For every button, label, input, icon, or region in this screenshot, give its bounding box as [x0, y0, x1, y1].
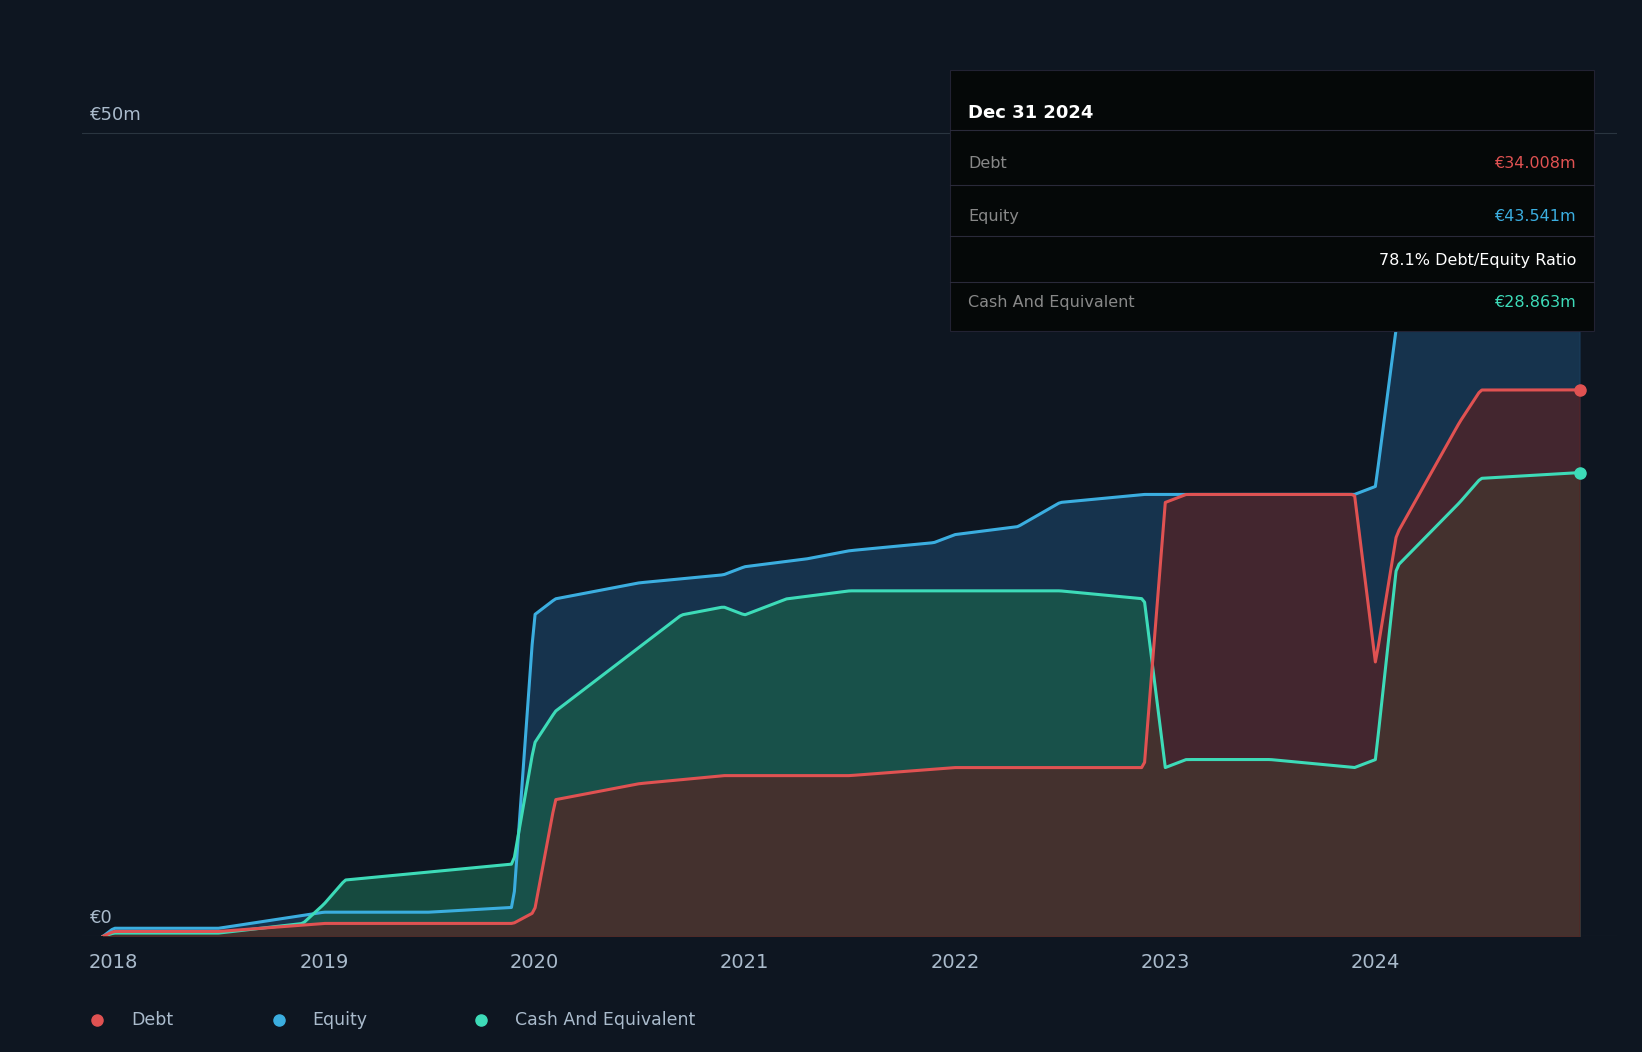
Text: Cash And Equivalent: Cash And Equivalent	[516, 1011, 695, 1029]
Text: €34.008m: €34.008m	[1494, 156, 1576, 170]
Text: Equity: Equity	[312, 1011, 368, 1029]
Text: 78.1% Debt/Equity Ratio: 78.1% Debt/Equity Ratio	[1379, 252, 1576, 268]
Text: €0: €0	[90, 909, 113, 928]
Text: €43.541m: €43.541m	[1494, 208, 1576, 224]
Text: Debt: Debt	[967, 156, 1007, 170]
Text: €50m: €50m	[90, 106, 141, 124]
Text: Cash And Equivalent: Cash And Equivalent	[967, 296, 1135, 310]
Text: Equity: Equity	[967, 208, 1018, 224]
Text: Debt: Debt	[131, 1011, 174, 1029]
Text: €28.863m: €28.863m	[1494, 296, 1576, 310]
Text: Dec 31 2024: Dec 31 2024	[967, 104, 1094, 122]
FancyBboxPatch shape	[949, 70, 1594, 331]
